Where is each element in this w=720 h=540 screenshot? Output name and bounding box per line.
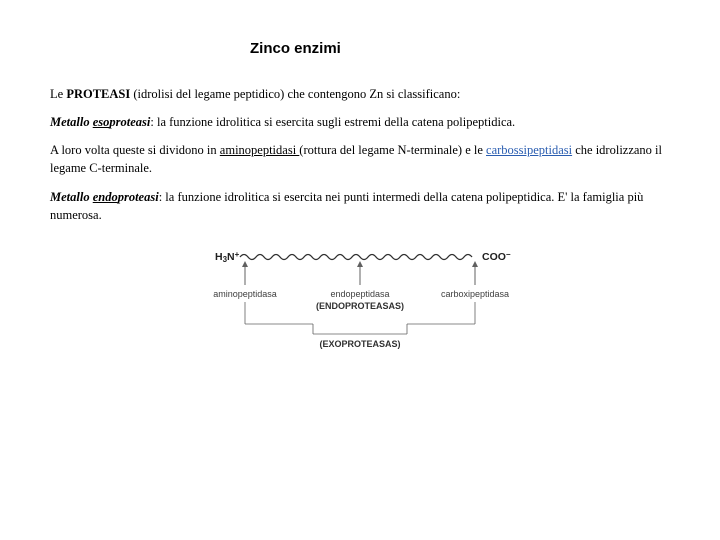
peptide-chain: [240, 254, 472, 259]
term-proteasi-suffix2: proteasi: [118, 190, 159, 204]
diagram-svg: H3N+ COO− aminopeptidasa endopeptidasa (…: [185, 242, 535, 357]
text: : la funzione idrolitica si esercita sug…: [150, 115, 515, 129]
cterm-label: COO−: [482, 250, 511, 263]
nterm-label: H3N+: [215, 250, 240, 264]
term-metallo2: Metallo: [50, 190, 93, 204]
link-carbossipeptidasi[interactable]: carbossipeptidasi: [486, 143, 572, 157]
term-aminopeptidasi: aminopeptidasi: [220, 143, 300, 157]
paragraph-eso: Metallo esoproteasi: la funzione idrolit…: [50, 113, 670, 131]
term-proteasi-suffix: proteasi: [109, 115, 150, 129]
paragraph-proteasi: Le PROTEASI (idrolisi del legame peptidi…: [50, 85, 670, 103]
page-title: Zinco enzimi: [250, 40, 670, 57]
text: (idrolisi del legame peptidico) che cont…: [130, 87, 460, 101]
text: A loro volta queste si dividono in: [50, 143, 220, 157]
text: Le: [50, 87, 66, 101]
protease-diagram: H3N+ COO− aminopeptidasa endopeptidasa (…: [50, 242, 670, 357]
label-amino: aminopeptidasa: [213, 289, 277, 299]
term-metallo: Metallo: [50, 115, 93, 129]
label-endo1: endopeptidasa: [330, 289, 389, 299]
label-endo2: (ENDOPROTEASAS): [316, 301, 404, 311]
paragraph-division: A loro volta queste si dividono in amino…: [50, 141, 670, 177]
term-proteasi: PROTEASI: [66, 87, 130, 101]
label-exo: (EXOPROTEASAS): [319, 339, 400, 349]
text: (rottura del legame N-terminale) e le: [299, 143, 486, 157]
paragraph-endo: Metallo endoproteasi: la funzione idroli…: [50, 188, 670, 224]
label-carboxi: carboxipeptidasa: [441, 289, 509, 299]
term-eso: eso: [93, 115, 110, 129]
term-endo: endo: [93, 190, 118, 204]
